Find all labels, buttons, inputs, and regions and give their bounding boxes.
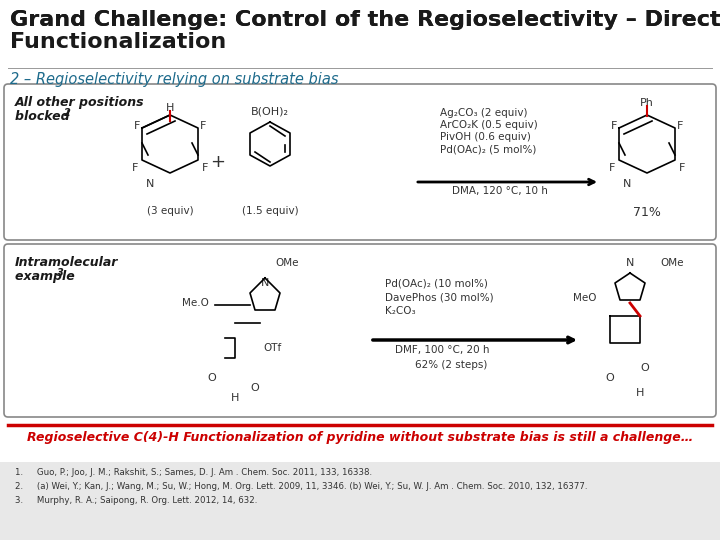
- Text: O: O: [251, 383, 259, 393]
- Text: +: +: [210, 153, 225, 171]
- Text: 3: 3: [57, 268, 64, 278]
- Text: Ag₂CO₃ (2 equiv): Ag₂CO₃ (2 equiv): [440, 108, 528, 118]
- Text: Me.O: Me.O: [181, 298, 208, 308]
- Text: All other positions: All other positions: [15, 96, 145, 109]
- Text: DMA, 120 °C, 10 h: DMA, 120 °C, 10 h: [452, 186, 548, 196]
- Text: 2: 2: [64, 108, 71, 118]
- Text: 2.     (a) Wei, Y.; Kan, J.; Wang, M.; Su, W.; Hong, M. Org. Lett. 2009, 11, 334: 2. (a) Wei, Y.; Kan, J.; Wang, M.; Su, W…: [15, 482, 588, 491]
- Text: H: H: [231, 393, 239, 403]
- Text: H: H: [166, 103, 174, 113]
- Text: example: example: [15, 270, 79, 283]
- Text: Intramolecular: Intramolecular: [15, 256, 118, 269]
- Text: 3.     Murphy, R. A.; Saipong, R. Org. Lett. 2012, 14, 632.: 3. Murphy, R. A.; Saipong, R. Org. Lett.…: [15, 496, 257, 505]
- Bar: [0, 462, 720, 540]
- Text: B(OH)₂: B(OH)₂: [251, 106, 289, 116]
- Text: Regioselective C(4)-H Functionalization of pyridine without substrate bias is st: Regioselective C(4)-H Functionalization …: [27, 431, 693, 444]
- Text: Ph: Ph: [640, 98, 654, 108]
- Text: F: F: [611, 121, 617, 131]
- Text: Pd(OAc)₂ (10 mol%): Pd(OAc)₂ (10 mol%): [385, 278, 488, 288]
- Text: blocked: blocked: [15, 110, 74, 123]
- Text: DavePhos (30 mol%): DavePhos (30 mol%): [385, 292, 494, 302]
- Text: F: F: [677, 121, 683, 131]
- Text: O: O: [207, 373, 217, 383]
- Text: N: N: [261, 278, 269, 288]
- Text: DMF, 100 °C, 20 h: DMF, 100 °C, 20 h: [395, 345, 490, 355]
- Text: OMe: OMe: [275, 258, 299, 268]
- Text: Pd(OAc)₂ (5 mol%): Pd(OAc)₂ (5 mol%): [440, 144, 536, 154]
- Text: OTf: OTf: [263, 343, 281, 353]
- Text: O: O: [641, 363, 649, 373]
- Text: F: F: [609, 163, 615, 173]
- Text: (1.5 equiv): (1.5 equiv): [242, 206, 298, 216]
- Text: F: F: [134, 121, 140, 131]
- Text: MeO: MeO: [573, 293, 597, 303]
- Text: F: F: [132, 163, 138, 173]
- Text: N: N: [623, 179, 631, 189]
- Text: ArCO₂K (0.5 equiv): ArCO₂K (0.5 equiv): [440, 120, 538, 130]
- Text: N: N: [146, 179, 154, 189]
- Text: Functionalization: Functionalization: [10, 32, 226, 52]
- Text: 62% (2 steps): 62% (2 steps): [415, 360, 487, 370]
- FancyBboxPatch shape: [4, 244, 716, 417]
- Text: F: F: [679, 163, 685, 173]
- Text: Grand Challenge: Control of the Regioselectivity – Direct: Grand Challenge: Control of the Regiosel…: [10, 10, 720, 30]
- Text: OMe: OMe: [660, 258, 683, 268]
- Text: K₂CO₃: K₂CO₃: [385, 306, 415, 316]
- Text: PivOH (0.6 equiv): PivOH (0.6 equiv): [440, 132, 531, 142]
- Text: H: H: [636, 388, 644, 398]
- Text: 2 – Regioselectivity relying on substrate bias: 2 – Regioselectivity relying on substrat…: [10, 72, 338, 87]
- FancyBboxPatch shape: [4, 84, 716, 240]
- Text: O: O: [606, 373, 614, 383]
- Text: (3 equiv): (3 equiv): [147, 206, 193, 216]
- Text: F: F: [200, 121, 206, 131]
- Text: F: F: [202, 163, 208, 173]
- Text: 1.     Guo, P.; Joo, J. M.; Rakshit, S.; Sames, D. J. Am . Chem. Soc. 2011, 133,: 1. Guo, P.; Joo, J. M.; Rakshit, S.; Sam…: [15, 468, 372, 477]
- Text: N: N: [626, 258, 634, 268]
- Text: 71%: 71%: [633, 206, 661, 219]
- Text: Grand Challenge: Control of the Regioselectivity – Direct: Grand Challenge: Control of the Regiosel…: [10, 10, 720, 30]
